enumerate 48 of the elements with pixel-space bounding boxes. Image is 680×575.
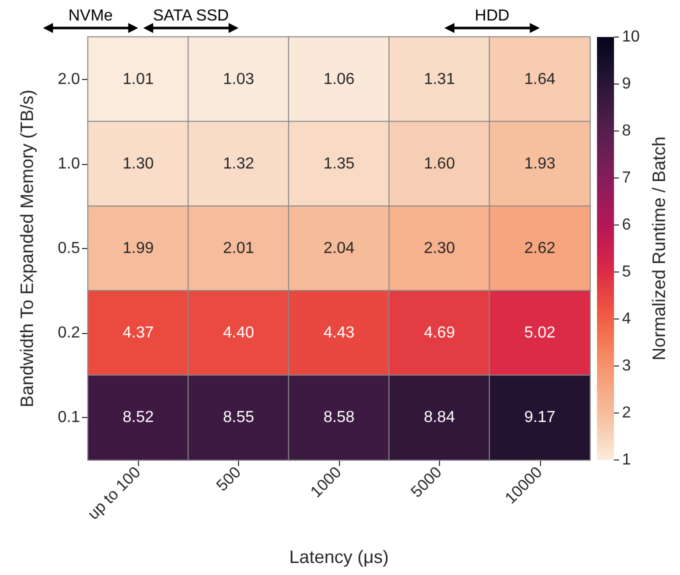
- data-label: 4.40: [223, 324, 254, 342]
- data-label: 1.03: [223, 70, 254, 88]
- color-bar-label: 6: [622, 216, 631, 234]
- data-label: 5.02: [524, 324, 556, 342]
- y-tick-label: 1.0: [58, 155, 80, 172]
- color-bar-label: 8: [622, 122, 631, 140]
- data-label: 1.06: [323, 70, 355, 88]
- data-label: 4.43: [323, 324, 355, 342]
- text: SATA SSD: [152, 8, 229, 24]
- x-tick-label: 500: [214, 464, 245, 495]
- y-tick-label: 2.0: [58, 70, 80, 88]
- data-label: 4.69: [424, 324, 456, 342]
- data-label: 1.32: [223, 155, 254, 172]
- y-axis-title: Bandwidth To Expanded Memory (TB/s): [17, 90, 37, 408]
- data-label: 1.30: [122, 155, 154, 172]
- data-label: 1.99: [122, 240, 154, 257]
- color-bar-label: 7: [622, 170, 631, 186]
- color-bar-title: Normalized Runtime / Batch: [649, 136, 669, 361]
- data-label: 1.31: [424, 70, 456, 88]
- x-tick-label: up to 100: [85, 464, 144, 524]
- data-label: 1.35: [323, 155, 355, 172]
- data-label: 8.52: [122, 409, 154, 426]
- data-label: 1.64: [524, 70, 556, 88]
- text: HDD: [474, 8, 510, 24]
- text: NVMe: [68, 8, 113, 24]
- data-label: 2.62: [524, 240, 556, 257]
- color-bar-label: 10: [622, 28, 640, 46]
- color-bar-label: 4: [622, 310, 631, 328]
- x-axis-title: Latency (μs): [289, 547, 389, 567]
- data-label: 2.01: [223, 240, 254, 257]
- y-tick-label: 0.1: [58, 409, 80, 426]
- data-label: 1.01: [122, 70, 154, 88]
- color-bar-label: 9: [622, 76, 631, 92]
- color-bar-label: 2: [622, 404, 631, 422]
- data-label: 1.93: [524, 155, 556, 172]
- color-bar-label: 5: [622, 264, 631, 280]
- data-label: 9.17: [524, 409, 556, 426]
- data-label: 8.84: [424, 409, 456, 426]
- data-label: 8.58: [323, 409, 355, 426]
- data-label: 4.37: [122, 324, 154, 342]
- color-bar-label: 3: [622, 358, 631, 374]
- data-label: 1.60: [424, 155, 456, 172]
- color-bar-label: 1: [622, 452, 631, 468]
- y-tick-label: 0.5: [58, 240, 80, 257]
- data-label: 8.55: [223, 409, 254, 426]
- data-label: 2.04: [323, 240, 355, 257]
- data-label: 2.30: [424, 240, 456, 257]
- y-tick-label: 0.2: [58, 324, 80, 342]
